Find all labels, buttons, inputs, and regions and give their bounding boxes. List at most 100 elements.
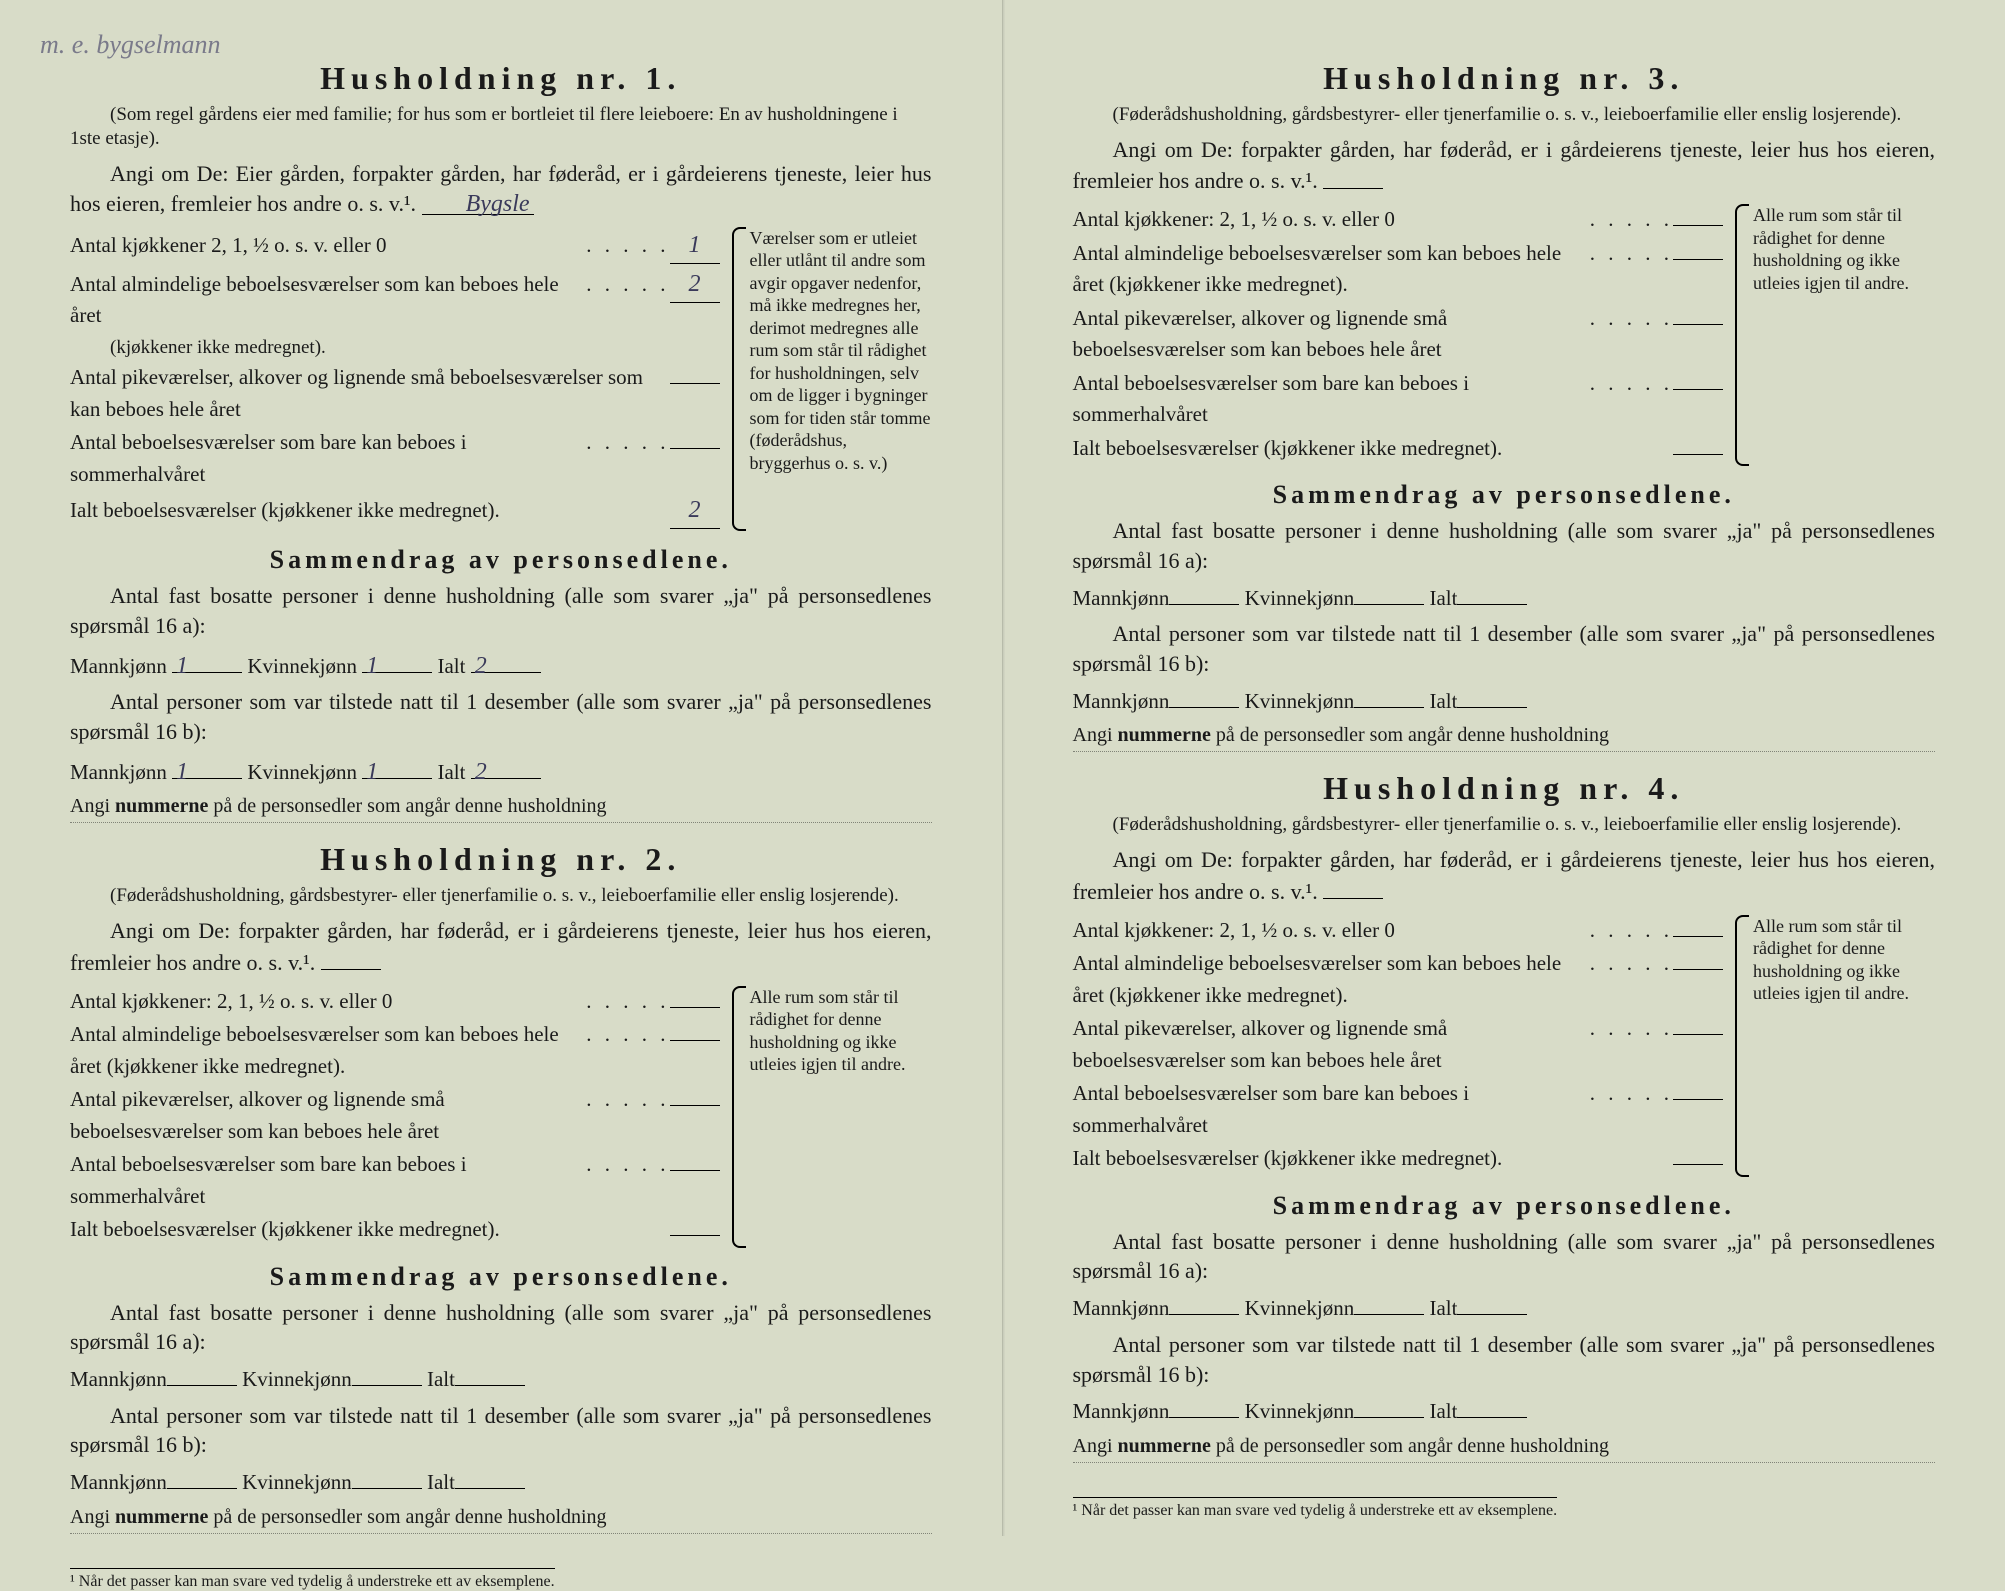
field[interactable] xyxy=(1673,1164,1723,1165)
rooms-sidenote: Alle rum som står til rådighet for denne… xyxy=(732,986,932,1248)
field[interactable] xyxy=(1673,936,1723,937)
field[interactable] xyxy=(167,1363,237,1386)
nummerne-2: Angi nummerne på de personsedler som ang… xyxy=(70,1506,932,1534)
fast-text-1: Antal fast bosatte personer i denne hush… xyxy=(70,581,932,640)
ialt-value[interactable]: 2 xyxy=(670,492,720,529)
field[interactable] xyxy=(670,1235,720,1236)
household-2-rooms-block: Antal kjøkkener: 2, 1, ½ o. s. v. eller … xyxy=(70,986,932,1248)
field[interactable] xyxy=(1673,324,1723,325)
brace-icon xyxy=(732,227,746,532)
kjokkener-label: Antal kjøkkener: 2, 1, ½ o. s. v. eller … xyxy=(70,986,586,1018)
field[interactable] xyxy=(1457,1395,1527,1418)
almindelige-label: Antal almindelige beboelsesværelser som … xyxy=(70,269,586,332)
row-kjokkener: Antal kjøkkener 2, 1, ½ o. s. v. eller 0… xyxy=(70,227,720,264)
sammendrag-title-3: Sammendrag av personsedlene. xyxy=(1073,480,1936,510)
household-3-subnote: (Føderådshusholdning, gårdsbestyrer- ell… xyxy=(1073,103,1936,127)
field[interactable] xyxy=(1457,685,1527,708)
field[interactable] xyxy=(1673,969,1723,970)
brace-icon xyxy=(732,986,746,1248)
household-2-subnote: (Føderådshusholdning, gårdsbestyrer- ell… xyxy=(70,884,932,908)
field[interactable] xyxy=(1354,1292,1424,1315)
angi-prefix: Angi om De: xyxy=(110,918,230,943)
angi-value[interactable] xyxy=(321,946,381,970)
fast-line-2: Mannkjønn Kvinnekjønn Ialt xyxy=(70,1363,932,1397)
field[interactable] xyxy=(1169,685,1239,708)
angi-value[interactable] xyxy=(1323,875,1383,899)
row-pike: Antal pikeværelser, alkover og lignende … xyxy=(70,362,720,425)
tilstede-line-2: Mannkjønn Kvinnekjønn Ialt xyxy=(70,1466,932,1500)
fast-ialt-val[interactable]: 2 xyxy=(471,647,541,673)
rooms-list: Antal kjøkkener 2, 1, ½ o. s. v. eller 0… xyxy=(70,227,720,532)
field[interactable] xyxy=(1673,225,1723,226)
row-sommer: Antal beboelsesværelser som bare kan beb… xyxy=(70,427,720,490)
ialt-label: Ialt xyxy=(437,760,465,784)
household-1-rooms-block: Antal kjøkkener 2, 1, ½ o. s. v. eller 0… xyxy=(70,227,932,532)
fast-mann-val[interactable]: 1 xyxy=(172,647,242,673)
angi-value[interactable] xyxy=(1323,164,1383,188)
field[interactable] xyxy=(1673,1034,1723,1035)
til-mann-val[interactable]: 1 xyxy=(172,753,242,779)
sammendrag-title-4: Sammendrag av personsedlene. xyxy=(1073,1191,1936,1221)
til-kvinne-val[interactable]: 1 xyxy=(362,753,432,779)
field[interactable] xyxy=(670,1170,720,1171)
field[interactable] xyxy=(670,1105,720,1106)
fast-line-1: Mannkjønn 1 Kvinnekjønn 1 Ialt 2 xyxy=(70,647,932,684)
sommer-label: Antal beboelsesværelser som bare kan beb… xyxy=(70,427,586,490)
nummerne-1: Angi nummerne på de personsedler som ang… xyxy=(70,795,932,823)
pike-label: Antal pikeværelser, alkover og lignende … xyxy=(70,1084,586,1147)
row-almindelige: Antal almindelige beboelsesværelser som … xyxy=(70,266,720,332)
field[interactable] xyxy=(670,1040,720,1041)
field[interactable] xyxy=(352,1466,422,1489)
almindelige-sub: (kjøkkener ikke medregnet). xyxy=(70,334,720,363)
rooms-list: Antal kjøkkener: 2, 1, ½ o. s. v. eller … xyxy=(1073,915,1724,1177)
til-ialt-val[interactable]: 2 xyxy=(471,753,541,779)
ialt-label: Ialt beboelsesværelser (kjøkkener ikke m… xyxy=(70,495,670,527)
field[interactable] xyxy=(1169,1292,1239,1315)
household-1-subnote: (Som regel gårdens eier med familie; for… xyxy=(70,103,932,151)
field[interactable] xyxy=(1354,1395,1424,1418)
field[interactable] xyxy=(1457,1292,1527,1315)
field[interactable] xyxy=(455,1466,525,1489)
row-ialt: Ialt beboelsesværelser (kjøkkener ikke m… xyxy=(70,492,720,529)
field[interactable] xyxy=(1673,259,1723,260)
field[interactable] xyxy=(1457,582,1527,605)
kjokkener-label: Antal kjøkkener 2, 1, ½ o. s. v. eller 0 xyxy=(70,230,586,262)
ialt-label: Ialt beboelsesværelser (kjøkkener ikke m… xyxy=(70,1214,670,1246)
sammendrag-title-2: Sammendrag av personsedlene. xyxy=(70,1262,932,1292)
angi-value[interactable]: Bygsle xyxy=(422,188,534,214)
field[interactable] xyxy=(1169,1395,1239,1418)
fast-kvinne-val[interactable]: 1 xyxy=(362,647,432,673)
field[interactable] xyxy=(1673,1099,1723,1100)
household-4: Husholdning nr. 4. (Føderådshusholdning,… xyxy=(1073,770,1936,1462)
field[interactable] xyxy=(455,1363,525,1386)
rooms-sidenote: Værelser som er utleiet eller utlånt til… xyxy=(732,227,932,532)
household-4-angi: Angi om De: forpakter gården, har føderå… xyxy=(1073,845,1936,907)
sammendrag-title-1: Sammendrag av personsedlene. xyxy=(70,545,932,575)
rooms-sidenote: Alle rum som står til rådighet for denne… xyxy=(1735,915,1935,1177)
fast-line-4: Mannkjønn Kvinnekjønn Ialt xyxy=(1073,1292,1936,1326)
sommer-value[interactable] xyxy=(670,448,720,449)
household-3-title: Husholdning nr. 3. xyxy=(1073,60,1936,97)
field[interactable] xyxy=(1354,582,1424,605)
field[interactable] xyxy=(352,1363,422,1386)
sidenote-text: Værelser som er utleiet eller utlånt til… xyxy=(750,228,931,473)
kvinne-label: Kvinnekjønn xyxy=(247,760,357,784)
field[interactable] xyxy=(1354,685,1424,708)
footnote-left: ¹ Når det passer kan man svare ved tydel… xyxy=(70,1568,555,1591)
field[interactable] xyxy=(670,1007,720,1008)
dotfill xyxy=(586,269,669,301)
pike-value[interactable] xyxy=(670,383,720,384)
field[interactable] xyxy=(1169,582,1239,605)
brace-icon xyxy=(1735,204,1749,466)
rooms-sidenote: Alle rum som står til rådighet for denne… xyxy=(1735,204,1935,466)
almindelige-value[interactable]: 2 xyxy=(670,266,720,303)
mann-label: Mannkjønn xyxy=(70,654,167,678)
field[interactable] xyxy=(167,1466,237,1489)
dotfill xyxy=(586,427,669,459)
field[interactable] xyxy=(1673,389,1723,390)
nummerne-bold: nummerne xyxy=(115,795,208,817)
field[interactable] xyxy=(1673,454,1723,455)
tilstede-line-3: Mannkjønn Kvinnekjønn Ialt xyxy=(1073,685,1936,719)
kjokkener-value[interactable]: 1 xyxy=(670,227,720,264)
sidenote-text: Alle rum som står til rådighet for denne… xyxy=(750,987,906,1075)
